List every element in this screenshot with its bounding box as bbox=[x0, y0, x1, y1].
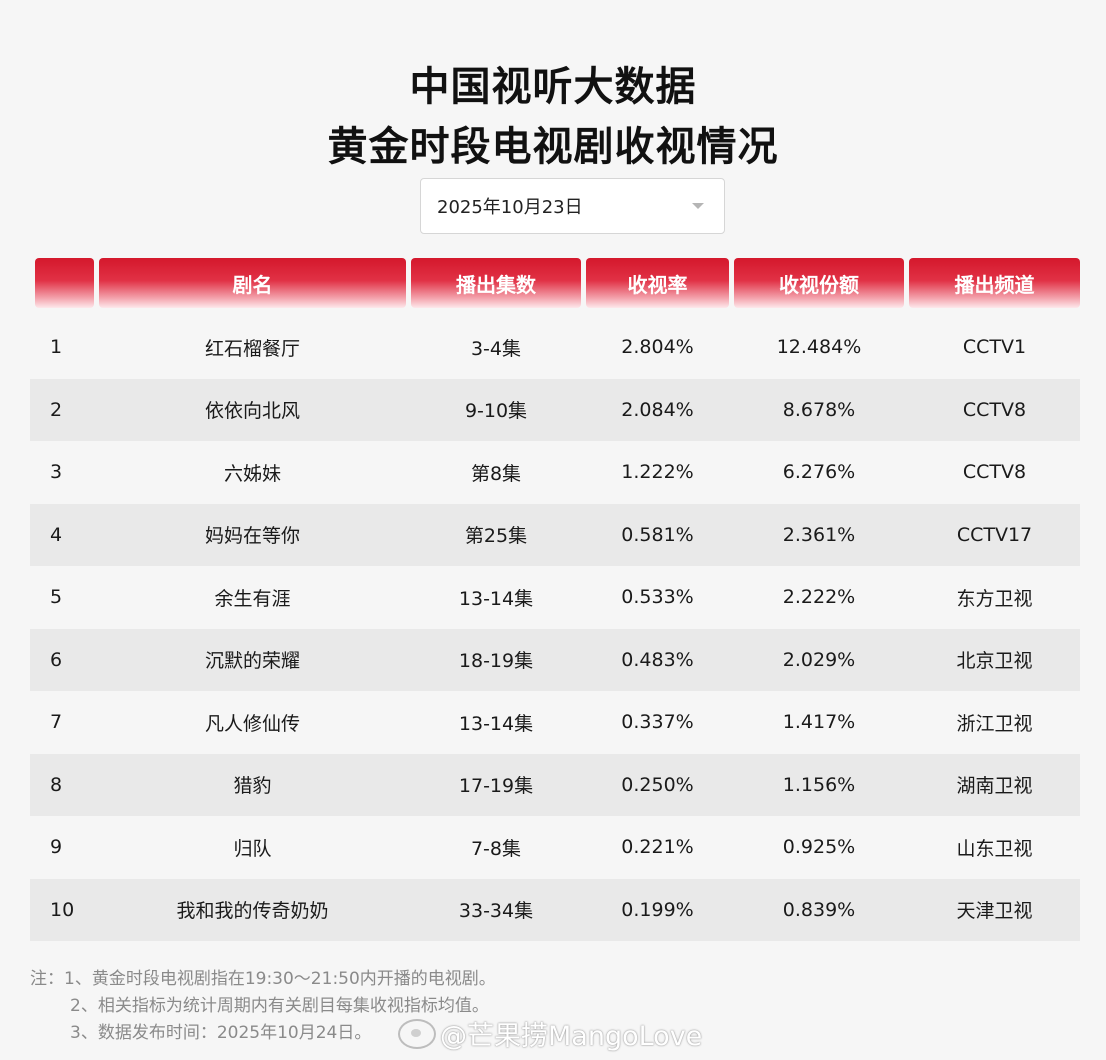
cell-episodes: 第25集 bbox=[464, 525, 528, 547]
cell-title: 依依向北风 bbox=[204, 400, 300, 422]
cell-episodes: 33-34集 bbox=[458, 900, 534, 922]
cell-rank: 9 bbox=[50, 836, 63, 858]
cell-rank: 7 bbox=[50, 711, 63, 733]
column-header-episodes: 播出集数 bbox=[411, 258, 581, 308]
page-title-line1: 中国视听大数据 bbox=[409, 64, 697, 110]
cell-title: 我和我的传奇奶奶 bbox=[176, 900, 329, 922]
cell-rating: 2.084% bbox=[621, 398, 694, 421]
cell-title: 凡人修仙传 bbox=[204, 712, 300, 735]
cell-channel: CCTV1 bbox=[962, 336, 1027, 358]
column-header-rank bbox=[35, 258, 94, 308]
date-dropdown-value: 2025年10月23日 bbox=[437, 197, 583, 218]
cell-rating: 0.221% bbox=[621, 836, 694, 858]
table-row: 3 六姊妹 第8集 1.222% 6.276% CCTV8 bbox=[30, 441, 1080, 503]
table-row: 9 归队 7-8集 0.221% 0.925% 山东卫视 bbox=[30, 816, 1080, 878]
cell-share: 2.029% bbox=[782, 648, 856, 671]
cell-episodes: 第8集 bbox=[470, 462, 522, 485]
cell-rating: 0.483% bbox=[621, 648, 694, 671]
cell-share: 0.839% bbox=[782, 898, 856, 921]
cell-episodes: 7-8集 bbox=[470, 837, 522, 860]
table-row: 10 我和我的传奇奶奶 33-34集 0.199% 0.839% 天津卫视 bbox=[30, 878, 1080, 941]
cell-title: 沉默的荣耀 bbox=[204, 650, 300, 672]
watermark-text: @芒果捞MangoLove bbox=[440, 1021, 703, 1052]
cell-share: 6.276% bbox=[782, 461, 856, 483]
cell-rank: 3 bbox=[50, 461, 63, 483]
cell-title: 归队 bbox=[233, 837, 272, 860]
cell-episodes: 18-19集 bbox=[458, 650, 534, 672]
cell-share: 2.361% bbox=[782, 523, 856, 546]
cell-share: 1.156% bbox=[782, 773, 856, 796]
cell-share: 2.222% bbox=[782, 586, 856, 608]
cell-title: 妈妈在等你 bbox=[204, 525, 300, 547]
cell-episodes: 13-14集 bbox=[458, 587, 534, 610]
cell-episodes: 13-14集 bbox=[458, 712, 534, 735]
cell-title: 猎豹 bbox=[233, 775, 272, 797]
cell-channel: CCTV17 bbox=[956, 523, 1033, 546]
weibo-logo-icon bbox=[398, 1018, 436, 1049]
table-row: 2 依依向北风 9-10集 2.084% 8.678% CCTV8 bbox=[30, 378, 1080, 441]
cell-channel: 山东卫视 bbox=[956, 837, 1033, 860]
cell-rating: 0.199% bbox=[621, 898, 694, 921]
date-dropdown[interactable]: 2025年10月23日 bbox=[420, 178, 725, 234]
cell-rank: 8 bbox=[50, 773, 63, 796]
footnote-1: 注：1、黄金时段电视剧指在19:30～21:50内开播的电视剧。 bbox=[30, 969, 496, 989]
table-header: 剧名 播出集数 收视率 收视份额 播出频道 bbox=[0, 258, 1106, 308]
cell-episodes: 17-19集 bbox=[458, 775, 534, 797]
page-title-line2: 黄金时段电视剧收视情况 bbox=[327, 124, 779, 170]
cell-channel: CCTV8 bbox=[962, 398, 1027, 421]
cell-rating: 0.337% bbox=[621, 711, 694, 733]
cell-rank: 4 bbox=[50, 523, 63, 546]
cell-share: 0.925% bbox=[782, 836, 856, 858]
footnote-3: 3、数据发布时间：2025年10月24日。 bbox=[70, 1023, 372, 1043]
cell-channel: 北京卫视 bbox=[956, 650, 1033, 672]
cell-channel: 湖南卫视 bbox=[956, 775, 1033, 797]
table-row: 7 凡人修仙传 13-14集 0.337% 1.417% 浙江卫视 bbox=[30, 691, 1080, 753]
watermark: @芒果捞MangoLove bbox=[398, 1014, 702, 1053]
column-header-share: 收视份额 bbox=[734, 258, 904, 308]
cell-rank: 1 bbox=[50, 336, 63, 358]
cell-channel: 东方卫视 bbox=[956, 587, 1033, 610]
cell-episodes: 9-10集 bbox=[464, 400, 528, 422]
cell-title: 余生有涯 bbox=[214, 587, 291, 610]
cell-share: 12.484% bbox=[776, 336, 862, 358]
chevron-down-icon bbox=[692, 203, 704, 209]
column-header-rating: 收视率 bbox=[586, 258, 729, 308]
table-row: 4 妈妈在等你 第25集 0.581% 2.361% CCTV17 bbox=[30, 503, 1080, 566]
cell-rating: 0.250% bbox=[621, 773, 694, 796]
cell-rank: 6 bbox=[50, 648, 63, 671]
cell-rating: 2.804% bbox=[621, 336, 694, 358]
cell-channel: 天津卫视 bbox=[956, 900, 1033, 922]
cell-rating: 0.533% bbox=[621, 586, 694, 608]
footnote-2: 2、相关指标为统计周期内有关剧目每集收视指标均值。 bbox=[70, 996, 489, 1016]
cell-title: 六姊妹 bbox=[223, 462, 281, 485]
cell-rating: 0.581% bbox=[621, 523, 694, 546]
table-row: 6 沉默的荣耀 18-19集 0.483% 2.029% 北京卫视 bbox=[30, 628, 1080, 691]
cell-share: 8.678% bbox=[782, 398, 856, 421]
cell-channel: 浙江卫视 bbox=[956, 712, 1033, 735]
column-header-channel: 播出频道 bbox=[909, 258, 1080, 308]
cell-rank: 5 bbox=[50, 586, 63, 608]
cell-rank: 2 bbox=[50, 398, 63, 421]
cell-channel: CCTV8 bbox=[962, 461, 1027, 483]
cell-rating: 1.222% bbox=[621, 461, 694, 483]
table-row: 5 余生有涯 13-14集 0.533% 2.222% 东方卫视 bbox=[30, 566, 1080, 628]
table-row: 1 红石榴餐厅 3-4集 2.804% 12.484% CCTV1 bbox=[30, 316, 1080, 378]
cell-rank: 10 bbox=[50, 898, 75, 921]
cell-title: 红石榴餐厅 bbox=[204, 337, 300, 360]
column-header-title: 剧名 bbox=[99, 258, 406, 308]
table-row: 8 猎豹 17-19集 0.250% 1.156% 湖南卫视 bbox=[30, 753, 1080, 816]
cell-episodes: 3-4集 bbox=[470, 337, 522, 360]
cell-share: 1.417% bbox=[782, 711, 856, 733]
